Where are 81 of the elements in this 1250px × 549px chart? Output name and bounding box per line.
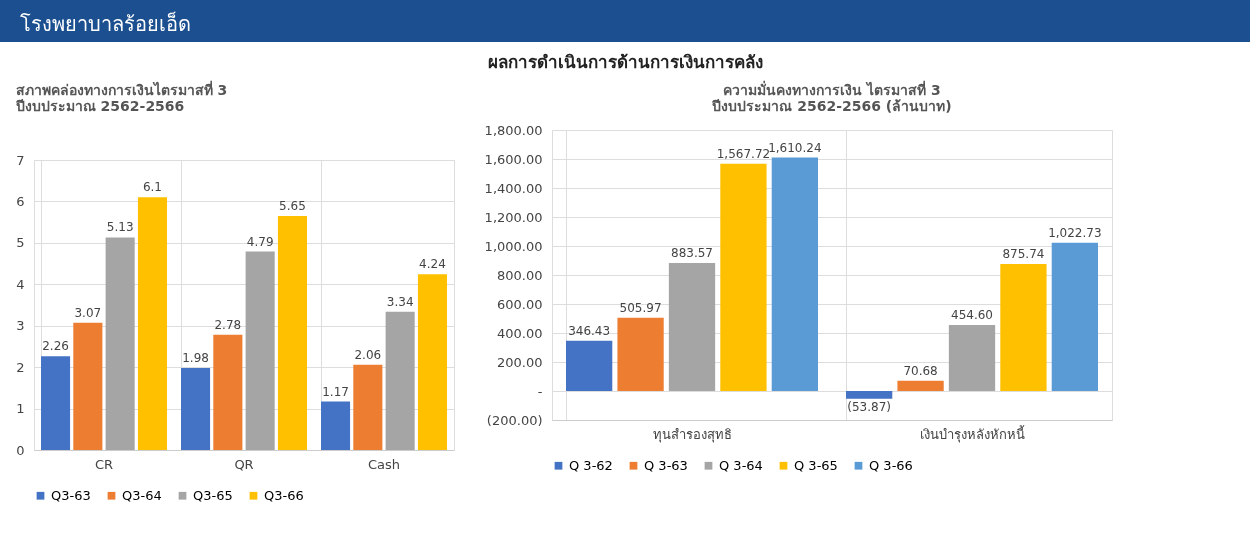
- x-tick-label: Cash: [367, 456, 401, 472]
- legend-label: Q3-64: [122, 487, 162, 503]
- y-tick-label: 5: [16, 235, 25, 251]
- bar: [846, 391, 893, 399]
- data-label: 4.79: [246, 234, 274, 249]
- y-tick-label: 600.00: [497, 296, 543, 312]
- data-label: 875.74: [1002, 247, 1045, 262]
- bar: [105, 237, 135, 450]
- y-tick-label: 3: [16, 318, 25, 334]
- legend-label: Q 3-63: [644, 457, 688, 473]
- legend-label: Q 3-66: [869, 457, 913, 473]
- data-label: 883.57: [671, 245, 713, 260]
- legend-label: Q 3-64: [719, 457, 763, 473]
- bar: [213, 334, 243, 450]
- bar: [897, 380, 944, 391]
- bar: [73, 322, 103, 450]
- y-tick-label: 1,800.00: [484, 122, 543, 138]
- data-label: 1.17: [322, 384, 349, 399]
- legend-label: Q3-63: [51, 487, 91, 503]
- legend-label: Q 3-65: [794, 457, 838, 473]
- y-tick-label: 4: [16, 276, 25, 292]
- bar: [41, 356, 71, 450]
- bar: [771, 157, 818, 391]
- y-tick-label: 200.00: [497, 354, 543, 370]
- x-tick-label: ทุนสำรองสุทธิ: [652, 426, 732, 443]
- data-label: 1,567.72: [716, 146, 771, 161]
- data-label: 2.06: [354, 347, 382, 362]
- text: ผลการดำเนินการด้านการเงินการคลัง: [486, 51, 764, 74]
- bar: [720, 163, 767, 391]
- y-tick-label: 2: [16, 359, 25, 375]
- data-label: 5.13: [106, 220, 134, 235]
- y-tick-label: 1,400.00: [484, 180, 543, 196]
- legend-label: Q3-65: [193, 487, 233, 503]
- data-label: 2.26: [42, 339, 69, 354]
- data-label: 454.60: [951, 308, 993, 323]
- y-tick-label: 0: [16, 442, 25, 458]
- data-label: 4.24: [419, 257, 446, 272]
- y-tick-label: (200.00): [486, 412, 543, 428]
- bar: [137, 197, 167, 450]
- text: โรงพยาบาลร้อยเอ็ด: [0, 0, 1250, 42]
- y-tick-label: 1: [16, 401, 25, 417]
- legend-label: Q 3-62: [569, 457, 613, 473]
- data-label: 1.98: [182, 350, 209, 365]
- data-label: 1,610.24: [768, 140, 822, 155]
- bar: [277, 215, 307, 450]
- chart-title: ความมั่นคงทางการเงิน ไตรมาสที่ 3 ปีงบประมาณ 2562-2566 (ล้านบาท): [711, 80, 952, 114]
- bar: [566, 340, 613, 391]
- data-label: 70.68: [903, 363, 938, 378]
- x-tick-label: CR: [94, 456, 114, 472]
- bar: [245, 251, 275, 450]
- x-tick-label: QR: [234, 456, 254, 472]
- data-label: 3.07: [74, 305, 102, 320]
- data-label: 3.34: [386, 294, 414, 309]
- data-label: 2.78: [214, 317, 242, 332]
- bar: [321, 401, 351, 450]
- y-tick-label: -: [537, 383, 543, 399]
- data-label: 505.97: [619, 300, 662, 315]
- y-tick-label: 800.00: [497, 267, 543, 283]
- data-label: 5.65: [279, 198, 306, 213]
- y-tick-label: 6: [16, 193, 25, 209]
- chart-title: สภาพคล่องทางการเงินไตรมาสที่ 3 ปีงบประมาณ 2562-2566: [14, 80, 228, 114]
- y-tick-label: 1,200.00: [484, 209, 543, 225]
- data-label: 6.1: [142, 180, 163, 195]
- bar: [617, 317, 664, 391]
- y-tick-label: 1,600.00: [484, 151, 543, 167]
- y-tick-label: 400.00: [497, 325, 543, 341]
- bar: [948, 325, 996, 391]
- legend-label: Q3-66: [264, 487, 304, 503]
- y-tick-label: 1,000.00: [484, 238, 543, 254]
- bar: [1051, 242, 1098, 391]
- data-label: 346.43: [568, 323, 611, 338]
- y-tick-label: 7: [16, 152, 25, 168]
- bar: [1000, 264, 1047, 391]
- bar: [385, 311, 415, 450]
- x-tick-label: เงินบำรุงหลังหักหนี้: [919, 424, 1025, 443]
- bar: [668, 262, 716, 391]
- data-label: (53.87): [847, 399, 891, 414]
- bar: [181, 367, 211, 450]
- data-label: 1,022.73: [1048, 225, 1102, 240]
- bar: [417, 274, 447, 450]
- bar: [353, 364, 383, 450]
